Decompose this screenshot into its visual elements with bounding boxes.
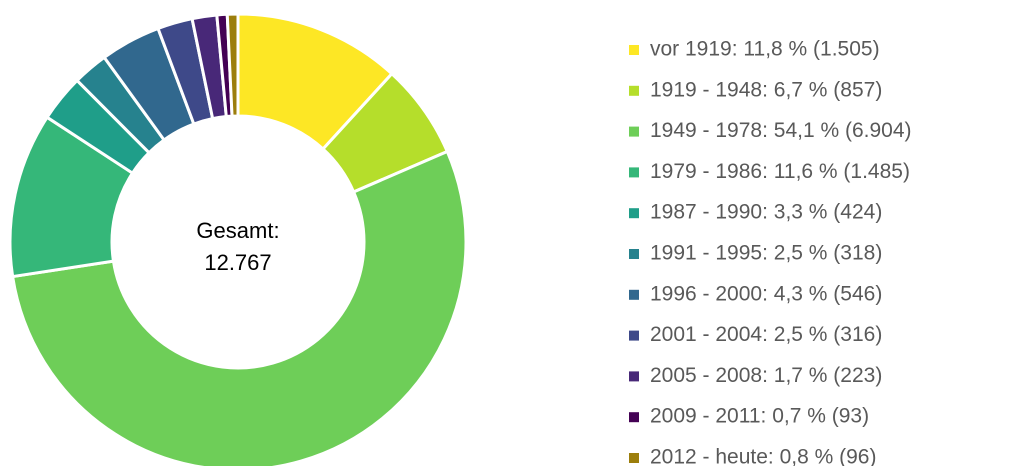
legend-swatch <box>629 85 639 96</box>
center-label: Gesamt: <box>196 218 279 243</box>
legend-label: 2009 - 2011: 0,7 % (93) <box>650 405 869 428</box>
legend-label: 1991 - 1995: 2,5 % (318) <box>650 242 882 265</box>
legend-label: 1979 - 1986: 11,6 % (1.485) <box>650 160 910 183</box>
legend-swatch <box>629 167 639 178</box>
legend-label: 2012 - heute: 0,8 % (96) <box>650 446 876 466</box>
legend-label: 1949 - 1978: 54,1 % (6.904) <box>650 119 912 142</box>
legend-label: 1996 - 2000: 4,3 % (546) <box>650 282 882 305</box>
donut-slice <box>10 149 468 466</box>
legend-swatch <box>629 126 639 137</box>
legend-swatch <box>629 371 639 382</box>
center-total: 12.767 <box>204 250 271 275</box>
legend-swatch <box>629 330 639 341</box>
legend-label: 2005 - 2008: 1,7 % (223) <box>650 364 882 387</box>
legend-swatch <box>629 208 639 219</box>
legend-swatch <box>629 249 639 259</box>
donut-slice <box>225 12 240 118</box>
legend-label: vor 1919: 11,8 % (1.505) <box>650 38 880 61</box>
legend-swatch <box>629 289 639 300</box>
legend-label: 2001 - 2004: 2,5 % (316) <box>650 323 882 346</box>
legend-label: 1987 - 1990: 3,3 % (424) <box>650 201 882 224</box>
legend-swatch <box>629 45 639 55</box>
legend-label: 1919 - 1948: 6,7 % (857) <box>650 78 882 101</box>
legend-swatch <box>629 453 639 463</box>
legend-swatch <box>629 412 639 423</box>
